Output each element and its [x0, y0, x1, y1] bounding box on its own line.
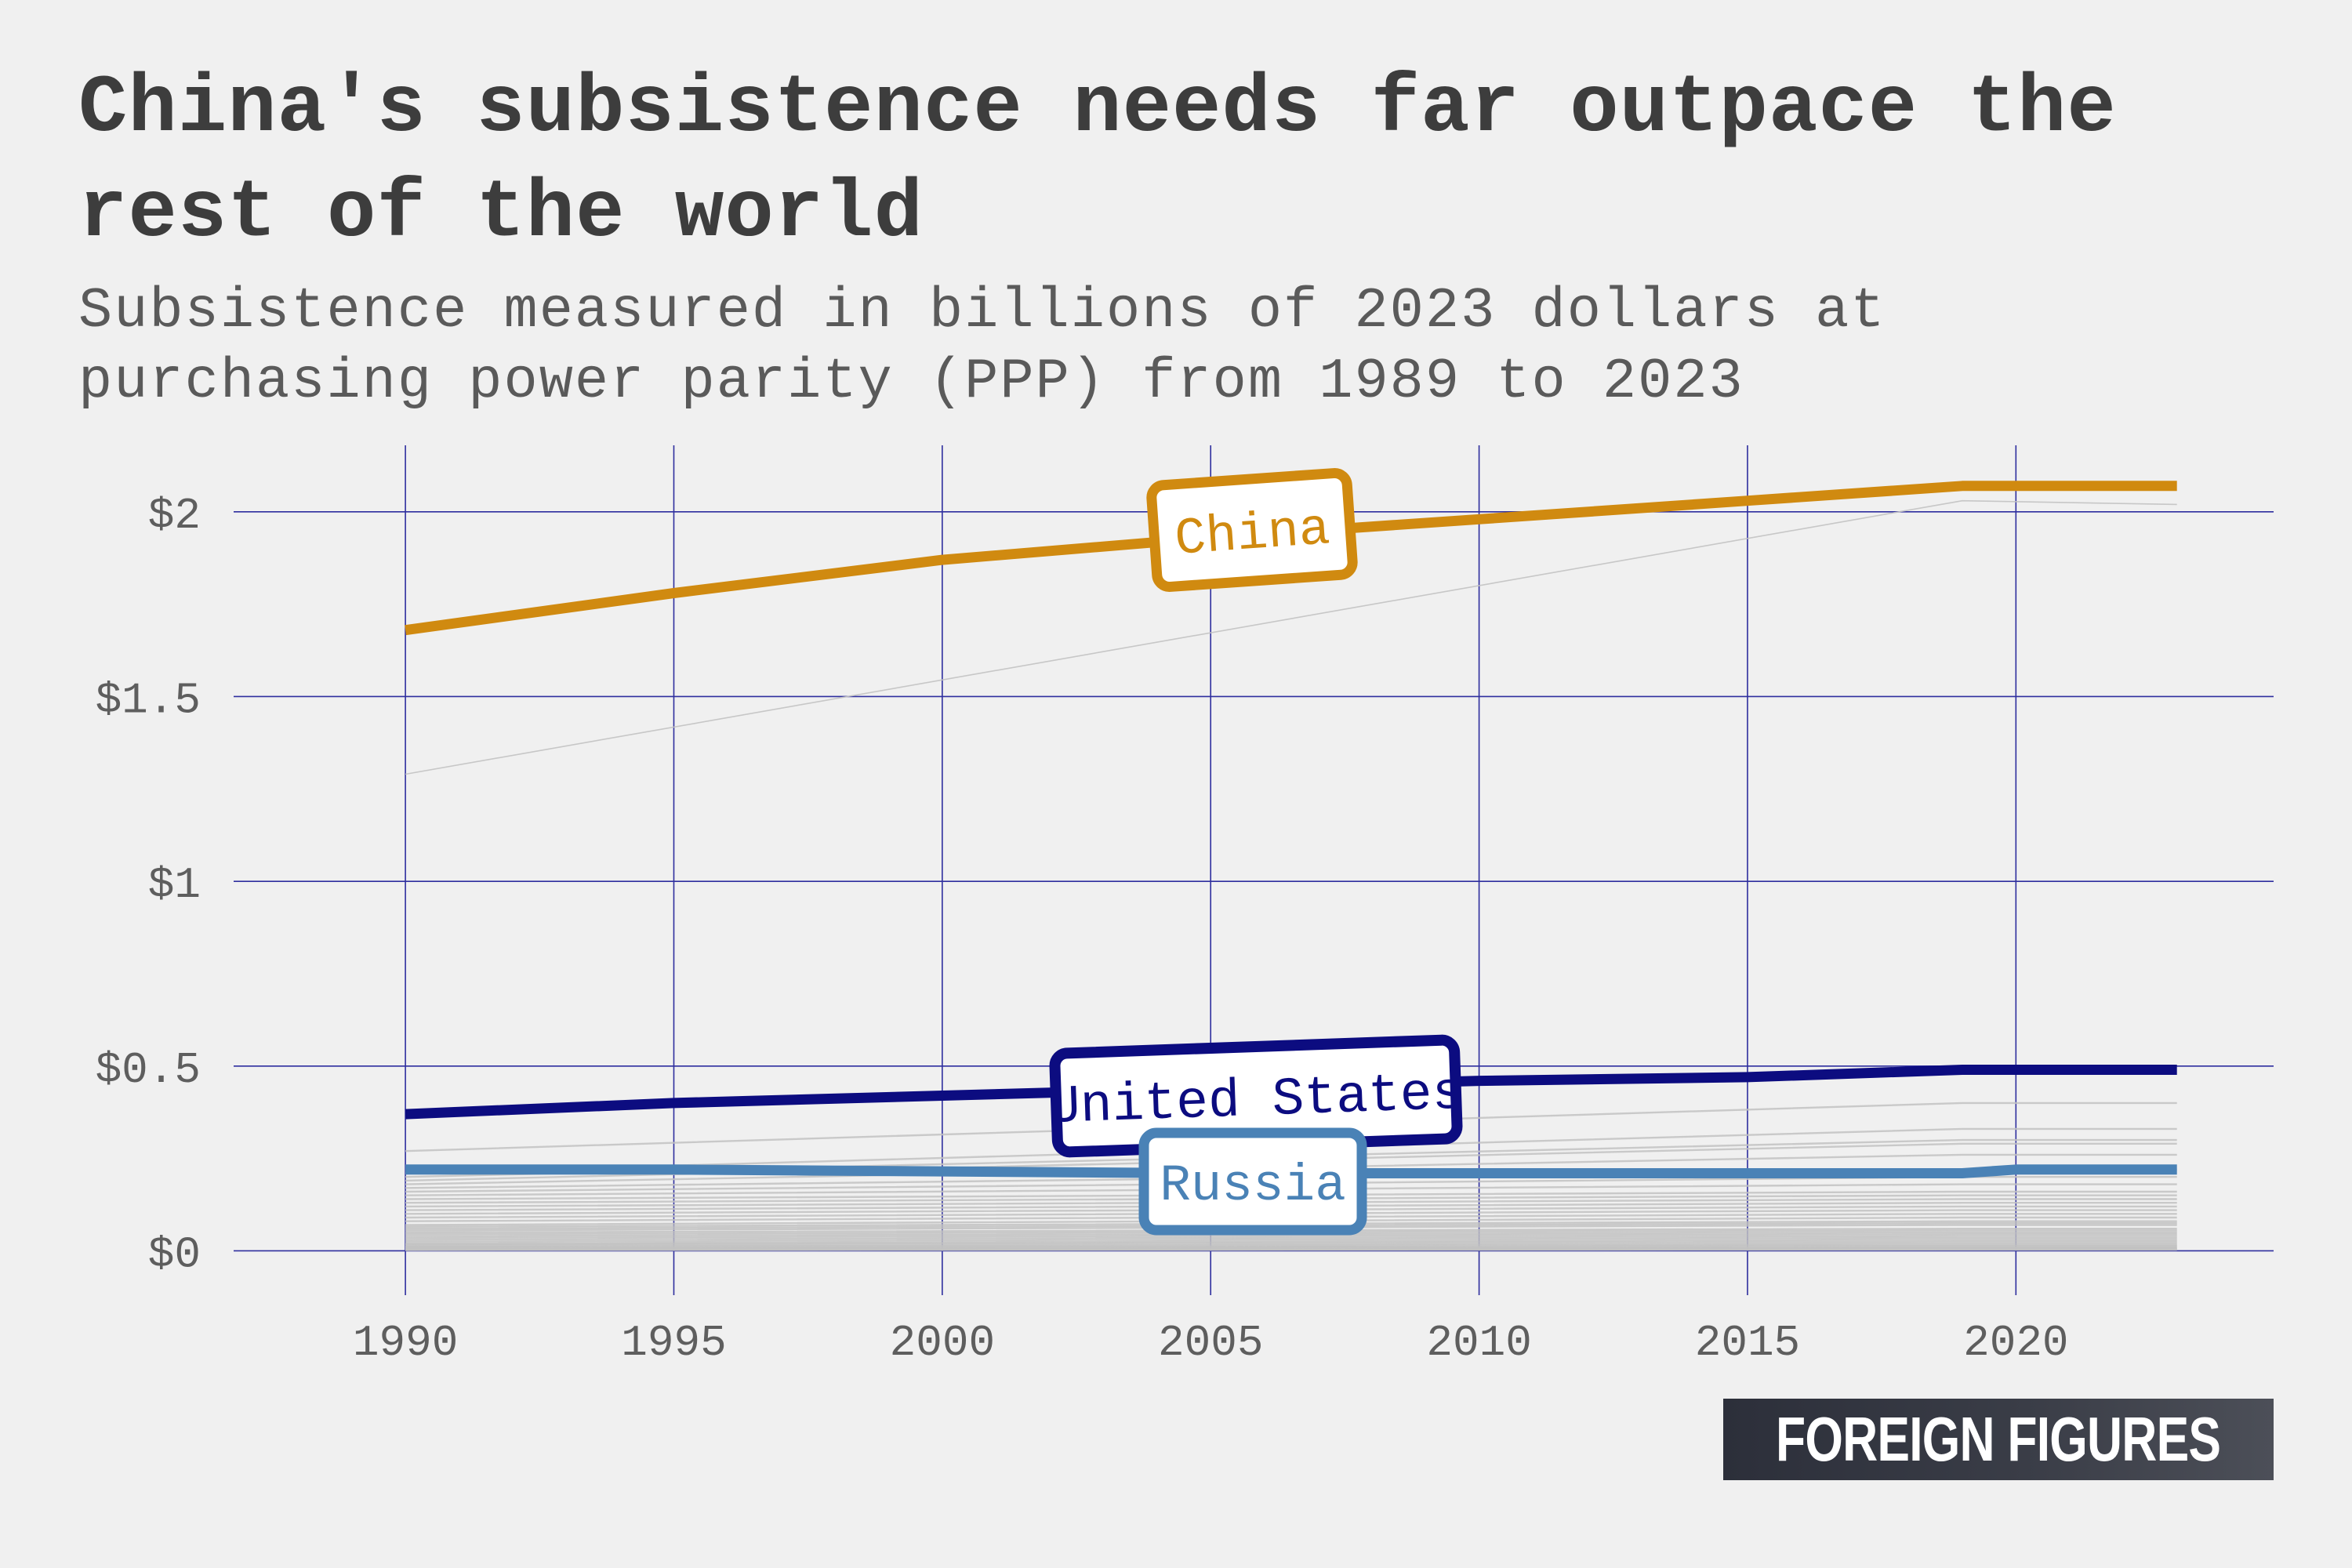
- background-series-line: [405, 1201, 2177, 1211]
- y-axis: $0 $0.5 $1 $1.5 $2: [96, 491, 201, 1280]
- x-tick-label: 2000: [890, 1318, 995, 1368]
- series-label-text: China: [1173, 499, 1332, 569]
- x-tick-label: 1995: [621, 1318, 726, 1368]
- background-series-line: [405, 1229, 2177, 1236]
- y-tick-label: $2: [148, 491, 201, 541]
- background-series-line: [405, 1220, 2177, 1229]
- y-tick-label: $1: [148, 860, 201, 910]
- background-series-line: [405, 1198, 2177, 1208]
- background-series-line: [405, 1216, 2177, 1226]
- series-label-box: [1146, 468, 1358, 592]
- y-tick-label: $0: [148, 1229, 201, 1279]
- background-series-line: [405, 1209, 2177, 1219]
- series-line-russia: [405, 1164, 2177, 1178]
- background-series-line: [405, 1236, 2177, 1243]
- series-label-united-states: United States: [1047, 1034, 1465, 1158]
- background-series-line: [405, 1231, 2177, 1237]
- series-label-china: China: [1146, 468, 1358, 592]
- x-axis: 1990 1995 2000 2005 2010 2015 2020: [353, 1318, 2069, 1368]
- background-series-line: [405, 1183, 2177, 1196]
- x-tick-label: 1990: [353, 1318, 458, 1368]
- background-series-line: [405, 1190, 2177, 1200]
- series-label-text: United States: [1047, 1064, 1465, 1138]
- series-label-russia: Russia: [1138, 1127, 1367, 1236]
- background-series-line: [405, 1235, 2177, 1241]
- background-series-line: [405, 1127, 2177, 1174]
- x-tick-label: 2005: [1158, 1318, 1263, 1368]
- background-series-line: [405, 1213, 2177, 1222]
- series-labels: China United States Russia: [1047, 468, 1465, 1236]
- y-tick-label: $0.5: [96, 1045, 201, 1095]
- y-tick-label: $1.5: [96, 675, 201, 725]
- background-series-line: [405, 1102, 2177, 1152]
- background-series-line: [405, 1194, 2177, 1204]
- logo-text: FOREIGN FIGURES: [1776, 1404, 2221, 1474]
- background-series-line: [405, 499, 2177, 775]
- x-tick-label: 2015: [1695, 1318, 1800, 1368]
- background-series-line: [405, 1239, 2177, 1245]
- series-label-text: Russia: [1160, 1156, 1346, 1215]
- series-label-box: [1138, 1127, 1367, 1236]
- background-series-line: [405, 1240, 2177, 1246]
- foreign-figures-logo: FOREIGN FIGURES: [1723, 1399, 2274, 1480]
- background-series-line: [405, 1242, 2177, 1247]
- x-tick-label: 2020: [1963, 1318, 2068, 1368]
- grid-lines: [234, 445, 2274, 1295]
- background-series-line: [405, 1221, 2177, 1230]
- chart-subtitle: Subsistence measured in billions of 2023…: [78, 279, 1886, 414]
- background-series-line: [405, 1138, 2177, 1178]
- x-tick-label: 2010: [1426, 1318, 1531, 1368]
- background-series-line: [405, 1227, 2177, 1234]
- chart-title: China's subsistence needs far outpace th…: [78, 63, 2117, 260]
- background-series-line: [405, 1205, 2177, 1215]
- background-series-line: [405, 1232, 2177, 1240]
- background-series-line: [405, 1224, 2177, 1232]
